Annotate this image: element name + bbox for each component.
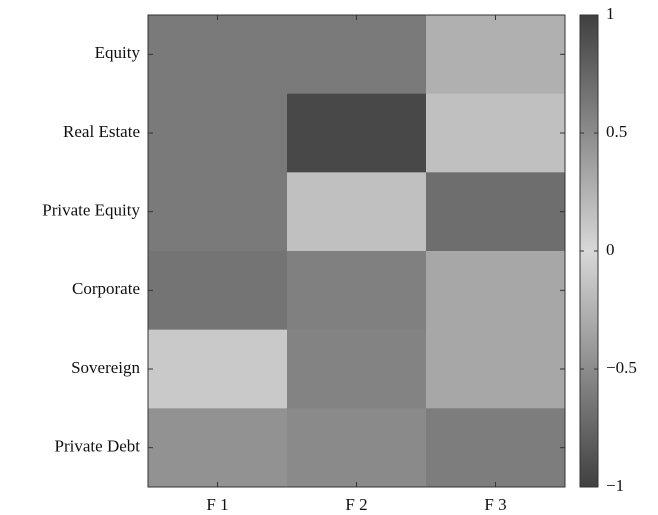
heatmap-cell <box>148 172 288 252</box>
heatmap-cell <box>287 329 427 409</box>
heatmap-cell <box>426 15 566 95</box>
colorbar-tick-label: −0.5 <box>606 358 637 377</box>
heatmap-cell <box>148 15 288 95</box>
heatmap-cell <box>148 251 288 331</box>
y-tick-label: Private Debt <box>55 437 141 456</box>
x-tick-label: F 1 <box>206 495 228 514</box>
heatmap-cell <box>287 251 427 331</box>
heatmap-cell <box>426 408 566 488</box>
heatmap-cell <box>148 408 288 488</box>
heatmap-cell <box>287 15 427 95</box>
colorbar-tick-label: 0.5 <box>606 122 627 141</box>
x-tick-label: F 2 <box>345 495 367 514</box>
y-tick-label: Real Estate <box>63 122 140 141</box>
heatmap-cell <box>287 172 427 252</box>
colorbar-tick-label: −1 <box>606 476 624 495</box>
heatmap-cell <box>287 93 427 173</box>
y-tick-label: Equity <box>95 43 141 62</box>
heatmap-cell <box>148 329 288 409</box>
colorbar-tick-label: 0 <box>606 240 615 259</box>
heatmap-cell <box>148 93 288 173</box>
colorbar-tick-label: 1 <box>606 4 615 23</box>
x-tick-label: F 3 <box>484 495 506 514</box>
heatmap-cell <box>426 329 566 409</box>
y-tick-label: Private Equity <box>42 201 140 220</box>
heatmap-cell <box>426 172 566 252</box>
y-tick-label: Corporate <box>72 279 140 298</box>
y-tick-label: Sovereign <box>71 358 140 377</box>
heatmap-cell <box>426 251 566 331</box>
heatmap-cell <box>287 408 427 488</box>
heatmap-cell <box>426 93 566 173</box>
